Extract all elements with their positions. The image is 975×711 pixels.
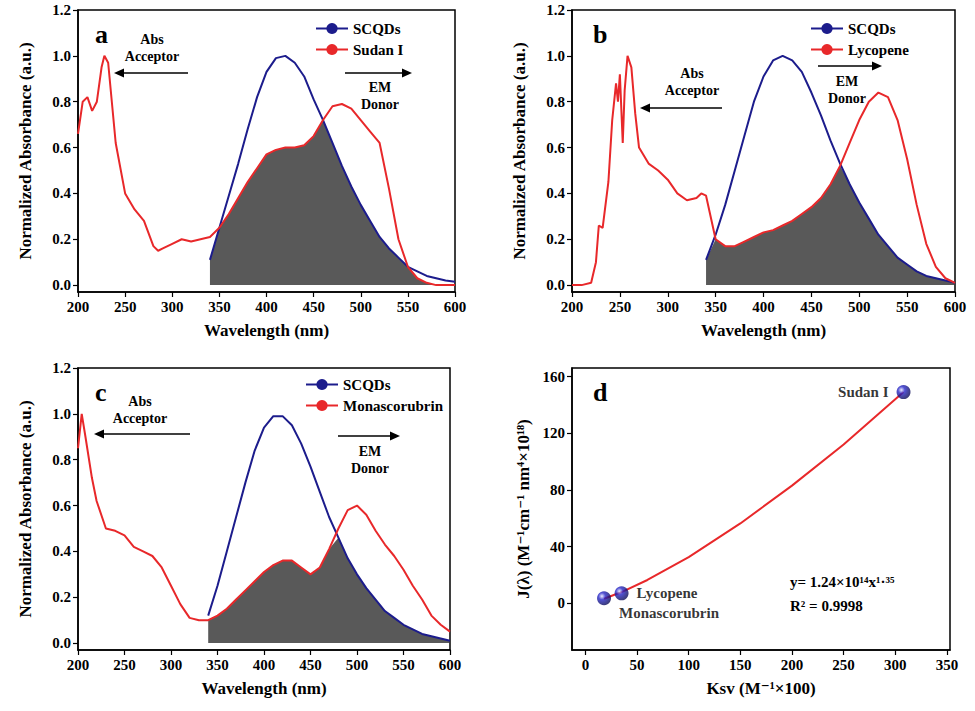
svg-text:550: 550 xyxy=(397,299,420,315)
svg-text:1.2: 1.2 xyxy=(52,360,71,376)
svg-text:SCQDs: SCQDs xyxy=(343,377,391,393)
svg-text:Donor: Donor xyxy=(828,91,866,106)
svg-text:Normalized Absorbance (a.u.): Normalized Absorbance (a.u.) xyxy=(16,400,35,617)
svg-text:Wavelength (nm): Wavelength (nm) xyxy=(204,321,329,340)
svg-text:J(λ) (M⁻¹cm⁻¹ nm⁴×10¹⁸): J(λ) (M⁻¹cm⁻¹ nm⁴×10¹⁸) xyxy=(514,419,533,598)
svg-text:350: 350 xyxy=(208,299,231,315)
svg-text:Wavelength (nm): Wavelength (nm) xyxy=(701,321,826,340)
svg-text:Wavelength (nm): Wavelength (nm) xyxy=(201,679,326,698)
svg-text:200: 200 xyxy=(67,299,90,315)
svg-text:200: 200 xyxy=(781,657,804,673)
svg-text:Sudan I: Sudan I xyxy=(353,42,404,58)
svg-text:0.4: 0.4 xyxy=(546,185,565,201)
svg-text:550: 550 xyxy=(896,299,919,315)
svg-text:160: 160 xyxy=(543,369,566,385)
svg-text:EM: EM xyxy=(369,80,392,95)
svg-text:0.0: 0.0 xyxy=(52,277,71,293)
svg-text:250: 250 xyxy=(114,299,137,315)
svg-text:550: 550 xyxy=(392,657,415,673)
svg-text:a: a xyxy=(95,20,108,49)
svg-text:1.0: 1.0 xyxy=(546,48,565,64)
svg-text:350: 350 xyxy=(206,657,229,673)
svg-text:b: b xyxy=(593,20,607,49)
svg-text:600: 600 xyxy=(444,299,467,315)
svg-text:0.6: 0.6 xyxy=(52,498,71,514)
svg-text:0.6: 0.6 xyxy=(52,140,71,156)
svg-text:600: 600 xyxy=(439,657,462,673)
svg-text:0.6: 0.6 xyxy=(546,140,565,156)
svg-text:500: 500 xyxy=(848,299,871,315)
svg-text:400: 400 xyxy=(253,657,276,673)
svg-text:200: 200 xyxy=(561,299,584,315)
svg-text:80: 80 xyxy=(550,482,565,498)
svg-text:450: 450 xyxy=(299,657,322,673)
svg-text:500: 500 xyxy=(350,299,373,315)
svg-text:250: 250 xyxy=(609,299,632,315)
svg-text:350: 350 xyxy=(936,657,959,673)
svg-text:100: 100 xyxy=(677,657,700,673)
svg-text:0.4: 0.4 xyxy=(52,543,71,559)
svg-text:d: d xyxy=(593,378,608,407)
svg-text:450: 450 xyxy=(800,299,823,315)
svg-text:300: 300 xyxy=(160,657,183,673)
svg-text:0.8: 0.8 xyxy=(52,452,71,468)
svg-text:Acceptor: Acceptor xyxy=(113,411,167,426)
svg-text:c: c xyxy=(95,378,107,407)
svg-text:Acceptor: Acceptor xyxy=(665,83,719,98)
svg-text:Abs: Abs xyxy=(128,394,152,409)
svg-text:1.2: 1.2 xyxy=(52,2,71,18)
svg-text:Normalized Absorbance (a.u.): Normalized Absorbance (a.u.) xyxy=(16,42,35,259)
svg-text:1.2: 1.2 xyxy=(546,2,565,18)
svg-text:Lycopene: Lycopene xyxy=(848,42,909,58)
svg-text:0.8: 0.8 xyxy=(546,94,565,110)
svg-text:400: 400 xyxy=(752,299,775,315)
svg-text:250: 250 xyxy=(113,657,136,673)
svg-text:Lycopene: Lycopene xyxy=(637,585,698,601)
svg-text:250: 250 xyxy=(832,657,855,673)
svg-text:0.0: 0.0 xyxy=(52,635,71,651)
svg-text:40: 40 xyxy=(550,539,565,555)
svg-text:50: 50 xyxy=(630,657,645,673)
svg-text:SCQDs: SCQDs xyxy=(353,21,401,37)
svg-text:y= 1.24×10¹⁴x¹·³⁵: y= 1.24×10¹⁴x¹·³⁵ xyxy=(790,574,895,590)
svg-text:300: 300 xyxy=(657,299,680,315)
svg-text:R² = 0.9998: R² = 0.9998 xyxy=(790,598,863,614)
svg-text:0.2: 0.2 xyxy=(52,231,71,247)
svg-text:Donor: Donor xyxy=(351,461,389,476)
svg-text:EM: EM xyxy=(836,74,859,89)
svg-text:120: 120 xyxy=(543,425,566,441)
svg-text:0.8: 0.8 xyxy=(52,94,71,110)
svg-text:300: 300 xyxy=(161,299,184,315)
svg-text:150: 150 xyxy=(729,657,752,673)
svg-text:400: 400 xyxy=(255,299,278,315)
svg-text:Ksv (M⁻¹×100): Ksv (M⁻¹×100) xyxy=(706,679,815,698)
svg-text:Monascorubrin: Monascorubrin xyxy=(619,605,720,621)
svg-text:Sudan I: Sudan I xyxy=(838,384,889,400)
svg-text:0: 0 xyxy=(558,595,566,611)
svg-text:EM: EM xyxy=(359,444,382,459)
svg-text:1.0: 1.0 xyxy=(52,406,71,422)
svg-text:SCQDs: SCQDs xyxy=(848,21,896,37)
svg-text:500: 500 xyxy=(346,657,369,673)
svg-text:1.0: 1.0 xyxy=(52,48,71,64)
svg-text:0.0: 0.0 xyxy=(546,277,565,293)
svg-text:0.2: 0.2 xyxy=(52,589,71,605)
svg-text:200: 200 xyxy=(67,657,90,673)
svg-text:Monascorubrin: Monascorubrin xyxy=(343,398,444,414)
svg-text:Donor: Donor xyxy=(361,97,399,112)
svg-text:350: 350 xyxy=(704,299,727,315)
svg-text:300: 300 xyxy=(884,657,907,673)
svg-text:600: 600 xyxy=(944,299,967,315)
svg-text:0.2: 0.2 xyxy=(546,231,565,247)
svg-text:0: 0 xyxy=(582,657,590,673)
svg-text:Acceptor: Acceptor xyxy=(125,49,179,64)
svg-text:0.4: 0.4 xyxy=(52,185,71,201)
svg-text:Abs: Abs xyxy=(140,32,164,47)
svg-text:Abs: Abs xyxy=(680,66,704,81)
svg-text:Normalized Absorbance (a.u.): Normalized Absorbance (a.u.) xyxy=(510,42,529,259)
svg-text:450: 450 xyxy=(302,299,325,315)
